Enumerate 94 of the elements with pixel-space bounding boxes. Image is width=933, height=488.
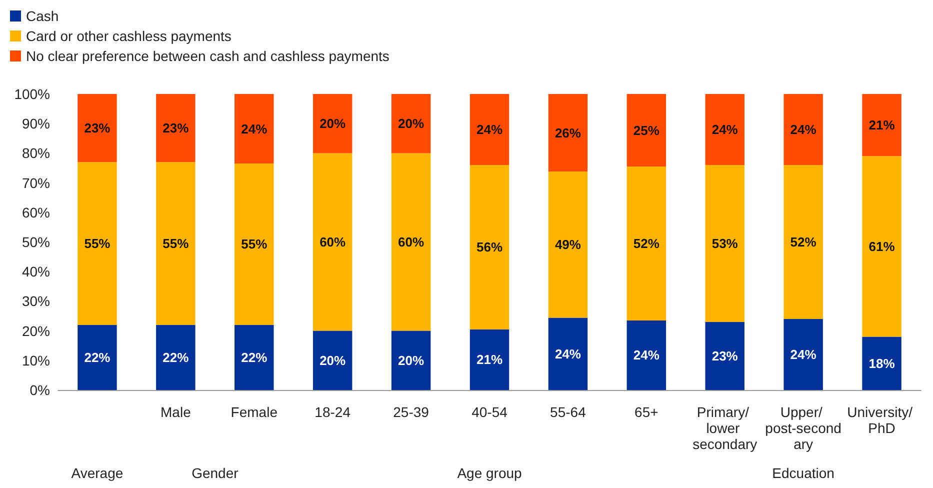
data-label: 24%: [476, 122, 503, 138]
data-label: 55%: [162, 236, 190, 251]
x-tick-label: 18-24: [314, 404, 351, 420]
data-label: 18%: [868, 356, 896, 371]
bar: [862, 94, 902, 156]
bar: [78, 94, 117, 162]
data-label: 24%: [554, 346, 582, 362]
x-tick-label: Primary/ lower secondary: [692, 404, 758, 452]
data-label: 20%: [398, 352, 424, 368]
bar: [470, 165, 510, 330]
y-tick-label: 50%: [22, 234, 50, 250]
bar: [626, 166, 666, 320]
data-label: 22%: [162, 350, 190, 365]
bar: [784, 94, 823, 166]
x-tick-label: Upper/ post-secondary: [765, 404, 842, 452]
data-label: 22%: [84, 350, 111, 365]
legend-label: Cash: [26, 8, 59, 24]
bar: [548, 318, 588, 390]
y-tick-label: 70%: [22, 174, 50, 191]
bar: [784, 165, 823, 319]
text: Age group: [457, 465, 522, 481]
data-label: 24%: [790, 346, 817, 362]
data-label: 55%: [241, 236, 268, 252]
text: Average: [71, 465, 124, 481]
data-label: 26%: [554, 125, 582, 140]
data-label: 60%: [320, 234, 346, 250]
bar: [705, 94, 744, 166]
bar: [78, 162, 117, 325]
x-tick-label: University/ PhD: [847, 404, 916, 436]
data-label: 56%: [476, 240, 503, 255]
legend-label: Card or other cashless payments: [26, 28, 232, 44]
data-label: 23%: [84, 120, 111, 136]
data-label: 22%: [241, 350, 268, 365]
data-label: 20%: [398, 116, 424, 132]
bar: [862, 156, 902, 337]
bar: [78, 324, 117, 390]
bar: [391, 153, 431, 331]
y-tick-label: 100%: [14, 86, 50, 102]
legend-label: No clear preference between cash and cashless payments: [26, 48, 390, 64]
data-label: 24%: [712, 122, 738, 138]
data-label: 23%: [712, 348, 738, 364]
x-tick-label: 55-64: [550, 404, 586, 420]
data-label: 49%: [554, 237, 582, 252]
bar: [784, 318, 823, 390]
data-label: 52%: [790, 234, 817, 250]
bar: [548, 172, 588, 318]
bar: [156, 94, 196, 162]
y-tick-label: 0%: [30, 382, 50, 398]
data-label: 21%: [476, 352, 503, 368]
bar: [312, 94, 352, 154]
x-tick-label: 25-39: [393, 404, 430, 420]
y-tick-label: 30%: [22, 293, 50, 310]
data-label: 53%: [712, 236, 738, 251]
bar: [705, 165, 744, 322]
bar: [156, 324, 196, 390]
text: Edcuation: [772, 465, 834, 481]
y-tick-label: 10%: [22, 352, 50, 368]
bar: [391, 330, 431, 390]
bar: [705, 322, 744, 390]
bar: [312, 153, 352, 331]
bar: [862, 336, 902, 390]
x-tick-label: 65+: [634, 404, 658, 420]
data-label: 24%: [633, 348, 660, 363]
bar: [234, 164, 274, 325]
y-tick-label: 40%: [22, 264, 50, 280]
data-label: 24%: [790, 122, 817, 138]
y-tick-label: 80%: [22, 145, 50, 162]
bar: [470, 329, 510, 390]
data-label: 52%: [633, 236, 660, 251]
data-label: 23%: [162, 120, 190, 136]
data-label: 60%: [398, 234, 424, 250]
data-label: 61%: [868, 238, 896, 254]
x-tick-label: 40-54: [472, 404, 508, 420]
text: Gender: [192, 465, 239, 481]
bar: [626, 320, 666, 390]
bar: [312, 330, 352, 390]
bar: [626, 94, 666, 167]
data-label: 20%: [320, 352, 346, 368]
y-tick-label: 90%: [22, 116, 50, 132]
data-label: 20%: [320, 116, 346, 132]
bar: [548, 94, 588, 172]
data-label: 21%: [868, 118, 896, 133]
data-label: 25%: [633, 122, 660, 138]
x-tick-label: Male: [160, 404, 192, 420]
bar: [234, 94, 274, 164]
data-label: 55%: [84, 236, 111, 251]
bar: [470, 94, 510, 166]
y-tick-label: 60%: [22, 204, 50, 220]
bar: [234, 324, 274, 390]
bar: [156, 162, 196, 325]
data-label: 24%: [241, 121, 268, 136]
y-tick-label: 20%: [22, 322, 50, 339]
x-tick-label: Female: [230, 404, 278, 420]
bar: [391, 94, 431, 154]
